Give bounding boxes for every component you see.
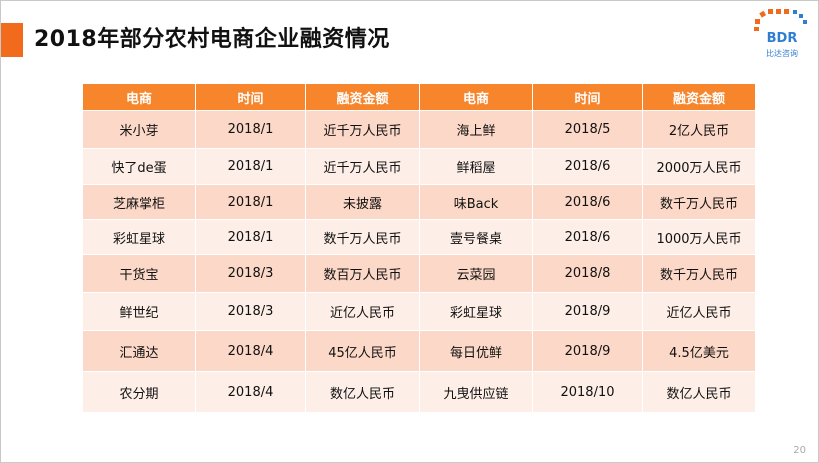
logo-subtext: 比达咨询	[766, 49, 798, 58]
table-cell: 数千万人民币	[642, 184, 756, 220]
financing-table: 电商 时间 融资金额 电商 时间 融资金额 米小芽 2018/1 近千万人民币 海上鲜 2018/…	[82, 83, 756, 413]
table-cell: 近亿人民币	[642, 292, 756, 331]
table-cell: 2018/10	[532, 371, 643, 413]
table-cell: 2018/6	[532, 148, 643, 185]
table-cell: 2018/1	[195, 148, 306, 185]
table-cell: 数千万人民币	[642, 254, 756, 293]
table-cell: 彩虹星球	[419, 292, 533, 331]
table-cell: 未披露	[305, 184, 420, 220]
page-title: 2018年部分农村电商企业融资情况	[34, 27, 390, 52]
table-row: 汇通达 2018/4 45亿人民币 每日优鲜 2018/9 4.5亿美元	[82, 330, 756, 372]
table-cell: 快了de蛋	[82, 148, 196, 185]
table-row: 彩虹星球 2018/1 数千万人民币 壹号餐桌 2018/6 1000万人民币	[82, 219, 756, 255]
table-row: 快了de蛋 2018/1 近千万人民币 鲜稻屋 2018/6 2000万人民币	[82, 148, 756, 185]
table-cell: 2018/9	[532, 292, 643, 331]
table-cell: 米小芽	[82, 110, 196, 149]
table-cell: 2018/3	[195, 254, 306, 293]
table-cell: 干货宝	[82, 254, 196, 293]
table-cell: 云菜园	[419, 254, 533, 293]
table-row: 鲜世纪 2018/3 近亿人民币 彩虹星球 2018/9 近亿人民币	[82, 292, 756, 331]
table-cell: 彩虹星球	[82, 219, 196, 255]
table-cell: 近千万人民币	[305, 110, 420, 149]
table-cell: 2亿人民币	[642, 110, 756, 149]
table-cell: 2018/1	[195, 184, 306, 220]
table-cell: 近亿人民币	[305, 292, 420, 331]
table-cell: 鲜稻屋	[419, 148, 533, 185]
page-number: 20	[793, 445, 806, 456]
bdr-logo: BDR 比达咨询	[754, 9, 810, 65]
table-row: 米小芽 2018/1 近千万人民币 海上鲜 2018/5 2亿人民币	[82, 110, 756, 149]
title-accent-bar	[1, 23, 23, 57]
table-cell: 1000万人民币	[642, 219, 756, 255]
table-cell: 数亿人民币	[305, 371, 420, 413]
table-cell: 2018/4	[195, 330, 306, 372]
table-cell: 2000万人民币	[642, 148, 756, 185]
table-cell: 2018/6	[532, 219, 643, 255]
column-header: 时间	[195, 83, 306, 111]
table-cell: 2018/8	[532, 254, 643, 293]
logo-ring-icon	[754, 9, 807, 31]
column-header: 时间	[532, 83, 643, 111]
table-row: 农分期 2018/4 数亿人民币 九曳供应链 2018/10 数亿人民币	[82, 371, 756, 413]
column-header: 电商	[419, 83, 533, 111]
table-cell: 九曳供应链	[419, 371, 533, 413]
logo-text: BDR	[766, 31, 798, 46]
table-row: 芝麻掌柜 2018/1 未披露 味Back 2018/6 数千万人民币	[82, 184, 756, 220]
table-cell: 每日优鲜	[419, 330, 533, 372]
table-cell: 2018/9	[532, 330, 643, 372]
table-cell: 2018/3	[195, 292, 306, 331]
column-header: 融资金额	[305, 83, 420, 111]
table-cell: 45亿人民币	[305, 330, 420, 372]
table-cell: 鲜世纪	[82, 292, 196, 331]
table-cell: 数千万人民币	[305, 219, 420, 255]
column-header: 融资金额	[642, 83, 756, 111]
table-header-row: 电商 时间 融资金额 电商 时间 融资金额	[82, 83, 756, 111]
column-header: 电商	[82, 83, 196, 111]
table-body: 米小芽 2018/1 近千万人民币 海上鲜 2018/5 2亿人民币 快了de蛋 2018/1…	[82, 110, 756, 413]
table-cell: 2018/6	[532, 184, 643, 220]
table-cell: 数百万人民币	[305, 254, 420, 293]
table-cell: 2018/4	[195, 371, 306, 413]
table-cell: 2018/1	[195, 219, 306, 255]
table-cell: 海上鲜	[419, 110, 533, 149]
table-cell: 2018/5	[532, 110, 643, 149]
table-cell: 4.5亿美元	[642, 330, 756, 372]
table-cell: 芝麻掌柜	[82, 184, 196, 220]
table-row: 干货宝 2018/3 数百万人民币 云菜园 2018/8 数千万人民币	[82, 254, 756, 293]
table-cell: 2018/1	[195, 110, 306, 149]
table-cell: 汇通达	[82, 330, 196, 372]
table-cell: 壹号餐桌	[419, 219, 533, 255]
table-cell: 味Back	[419, 184, 533, 220]
table-cell: 农分期	[82, 371, 196, 413]
table-cell: 近千万人民币	[305, 148, 420, 185]
table-cell: 数亿人民币	[642, 371, 756, 413]
